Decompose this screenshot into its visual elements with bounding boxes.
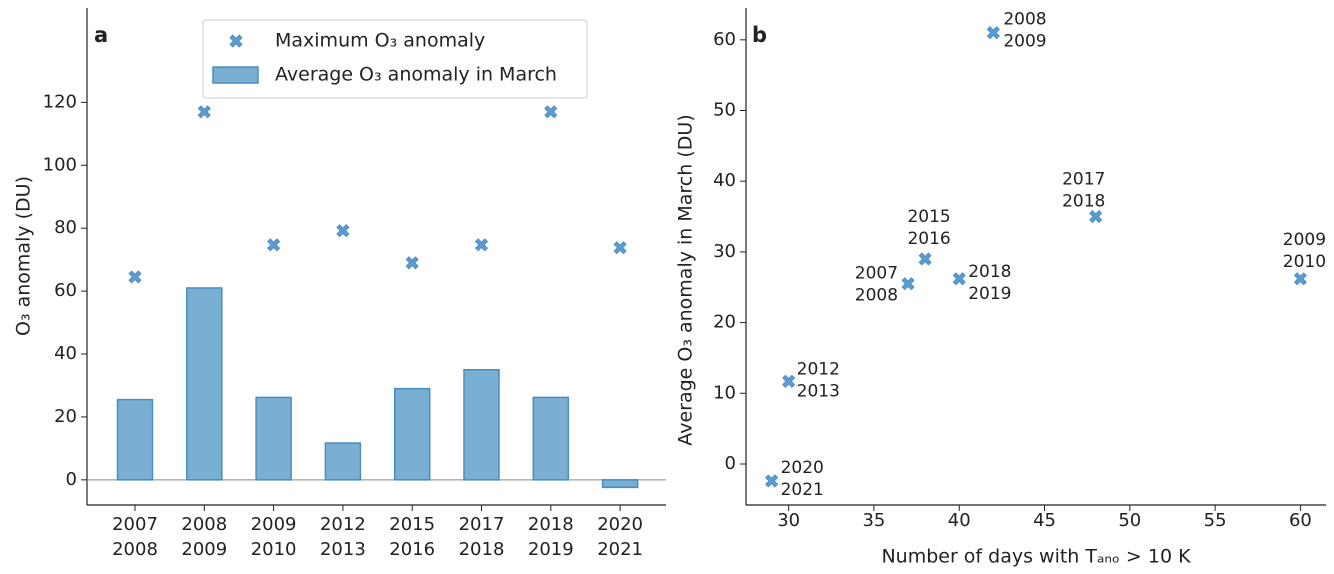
x-tick-label: 2008 [112, 539, 158, 560]
point-label: 2007 [855, 264, 898, 284]
x-tick-label: 60 [1289, 510, 1312, 531]
x-tick-label: 2018 [528, 514, 574, 535]
point-label: 2013 [797, 381, 840, 401]
legend-marker [229, 34, 243, 48]
y-tick-label: 20 [54, 406, 77, 427]
y-tick-label: 60 [54, 280, 77, 301]
legend-label: Maximum O₃ anomaly [275, 30, 485, 52]
marker [918, 252, 932, 266]
marker [613, 241, 627, 255]
x-tick-label: 50 [1118, 510, 1141, 531]
y-tick-label: 0 [66, 469, 77, 490]
point-label: 2009 [1003, 32, 1046, 52]
bar [393, 387, 431, 481]
x-tick-label: 55 [1204, 510, 1227, 531]
x-tick-label: 2019 [528, 539, 574, 560]
x-tick-label: 2008 [181, 514, 227, 535]
y-tick-label: 50 [713, 100, 736, 121]
bar [463, 368, 500, 481]
x-tick-label: 2009 [181, 539, 227, 560]
y-tick-label: 40 [713, 170, 736, 191]
point-label: 2010 [1283, 252, 1326, 272]
y-tick-label: 10 [713, 382, 736, 403]
marker [782, 374, 796, 388]
x-tick-label: 45 [1033, 510, 1056, 531]
point-label: 2018 [968, 262, 1011, 282]
bar [532, 396, 570, 481]
x-tick-label: 2018 [459, 539, 505, 560]
x-tick-label: 2013 [320, 539, 366, 560]
marker [986, 26, 1000, 40]
x-tick-label: 2020 [597, 514, 643, 535]
y-axis-label: O₃ anomaly (DU) [13, 176, 35, 336]
y-tick-label: 60 [713, 29, 736, 50]
legend-swatch [212, 66, 259, 84]
x-tick-label: 2015 [389, 514, 435, 535]
bar [255, 396, 292, 481]
marker [197, 105, 211, 119]
point-label: 2012 [797, 359, 840, 379]
panel-label: b [752, 23, 767, 47]
y-tick-label: 20 [713, 312, 736, 333]
marker [128, 270, 142, 284]
point-label: 2008 [1003, 10, 1046, 30]
marker [474, 238, 489, 252]
marker [336, 224, 350, 238]
point-label: 2008 [855, 286, 898, 306]
bar [116, 398, 154, 481]
x-tick-label: 2010 [251, 539, 297, 560]
marker [1089, 209, 1103, 224]
marker [544, 105, 558, 119]
x-tick-label: 2012 [320, 514, 366, 535]
legend-label: Average O₃ anomaly in March [275, 64, 557, 86]
x-tick-label: 2017 [459, 514, 505, 535]
point-label: 2020 [781, 458, 824, 478]
y-tick-label: 40 [54, 343, 77, 364]
x-tick-label: 30 [777, 510, 800, 531]
panel-label: a [94, 23, 108, 47]
y-tick-label: 120 [43, 91, 77, 112]
legend-box [202, 19, 588, 99]
bar [186, 287, 223, 481]
x-tick-label: 2009 [251, 514, 297, 535]
y-tick-label: 30 [713, 241, 736, 262]
point-label: 2009 [1283, 230, 1326, 250]
point-label: 2016 [907, 229, 950, 249]
x-tick-label: 2016 [389, 539, 435, 560]
x-tick-label: 2021 [597, 539, 643, 560]
x-axis-label: Number of days with Tₐₙₒ > 10 K [881, 546, 1191, 568]
marker [1293, 272, 1307, 286]
point-label: 2019 [968, 284, 1011, 304]
y-tick-label: 100 [43, 154, 77, 175]
y-tick-label: 0 [725, 453, 736, 474]
marker [901, 277, 915, 291]
y-axis-label: Average O₃ anomaly in March (DU) [675, 114, 697, 445]
x-tick-label: 40 [948, 510, 971, 531]
marker [765, 474, 779, 488]
point-label: 2018 [1062, 192, 1105, 212]
point-label: 2021 [781, 480, 824, 500]
x-tick-label: 2007 [112, 514, 158, 535]
marker [952, 272, 966, 286]
point-label: 2015 [907, 207, 950, 227]
bar [601, 479, 639, 489]
y-tick-label: 80 [54, 217, 77, 238]
point-label: 2017 [1062, 170, 1105, 190]
marker [267, 238, 281, 252]
bar [324, 442, 362, 481]
marker [405, 256, 419, 270]
x-tick-label: 35 [862, 510, 885, 531]
